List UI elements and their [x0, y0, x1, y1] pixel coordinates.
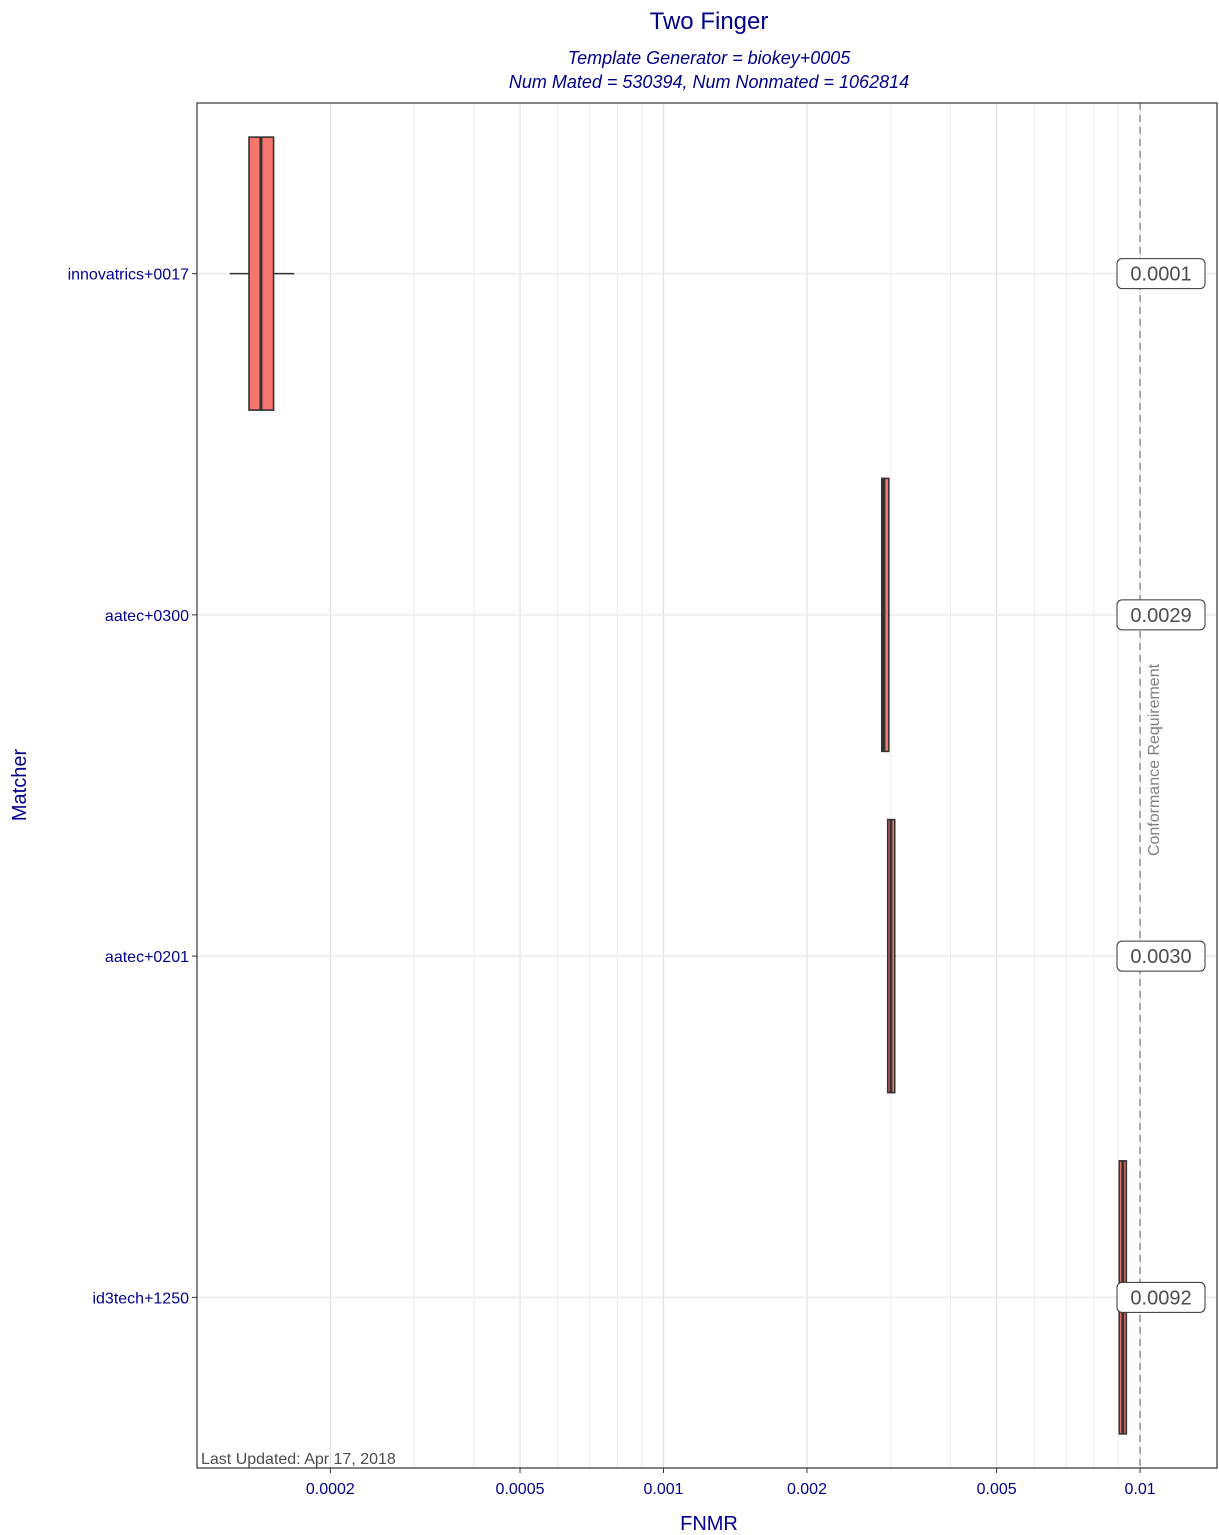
fnmr-label-box — [1116, 1281, 1206, 1313]
y-tick-label: innovatrics+0017 — [68, 267, 190, 284]
fnmr-label-text: 0.0092 — [1130, 1287, 1191, 1309]
boxplot-marks — [229, 136, 1128, 1435]
reference-line-group: Conformance Requirement — [1139, 103, 1163, 1468]
chart-title: Two Finger — [650, 8, 769, 35]
fnmr-label-group: 0.0029 — [1116, 599, 1206, 631]
chart-subtitle-line-2: Num Mated = 530394, Num Nonmated = 10628… — [509, 72, 909, 92]
x-tick-label: 0.001 — [643, 1481, 683, 1498]
fnmr-label-box — [1116, 599, 1206, 631]
plot-panel-border — [196, 102, 1218, 1469]
fnmr-label-text: 0.0029 — [1130, 605, 1191, 627]
y-axis-ticks: innovatrics+0017 aatec+0300 aatec+0201 id3t… — [68, 267, 197, 1307]
x-axis-ticks: 0.0002 0.0005 0.001 0.002 0.005 0.01 — [306, 1468, 1156, 1498]
x-axis-title: FNMR — [680, 1513, 738, 1535]
fnmr-label-box — [1116, 258, 1206, 290]
fnmr-label-box — [1116, 940, 1206, 972]
fnmr-label-group: 0.0001 — [1116, 258, 1206, 290]
fnmr-label-text: 0.0001 — [1130, 264, 1191, 286]
x-tick-label: 0.0005 — [496, 1481, 545, 1498]
last-updated-note: Last Updated: Apr 17, 2018 — [201, 1451, 396, 1468]
y-tick-label: id3tech+1250 — [92, 1290, 189, 1307]
grid-lines — [197, 103, 1217, 1468]
fnmr-value-labels: 0.0001 0.0029 0.0030 0.0092 — [1116, 258, 1206, 1313]
fnmr-label-text: 0.0030 — [1130, 946, 1191, 968]
fnmr-label-group: 0.0030 — [1116, 940, 1206, 972]
y-tick-label: aatec+0201 — [105, 949, 189, 966]
y-tick-label: aatec+0300 — [105, 608, 189, 625]
y-axis-title: Matcher — [9, 749, 31, 822]
x-tick-label: 0.005 — [977, 1481, 1017, 1498]
chart-subtitle-line-1: Template Generator = biokey+0005 — [568, 48, 852, 68]
x-tick-label: 0.0002 — [306, 1481, 355, 1498]
fnmr-label-group: 0.0092 — [1116, 1281, 1206, 1313]
x-tick-label: 0.01 — [1125, 1481, 1156, 1498]
x-tick-label: 0.002 — [787, 1481, 827, 1498]
conformance-requirement-label: Conformance Requirement — [1146, 663, 1163, 856]
